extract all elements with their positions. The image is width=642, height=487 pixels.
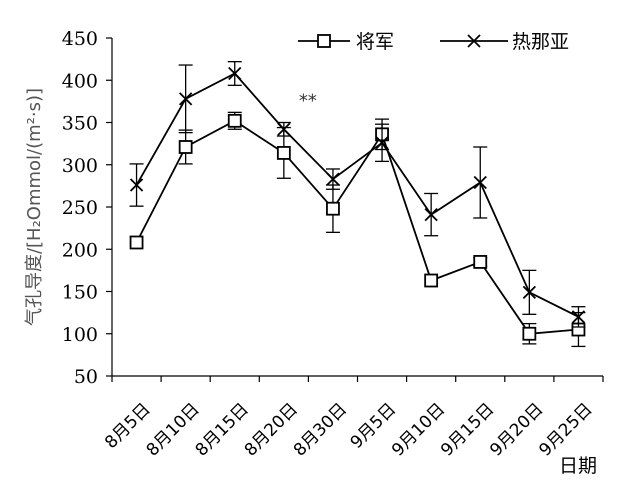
series-genoa [129,61,586,328]
data-point [179,92,193,106]
data-point [424,273,439,288]
legend-label-genoa: 热那亚 [512,31,569,53]
x-tick-label: 8月15日 [192,399,253,460]
data-point-stroke [228,66,242,81]
legend-marker-square [317,34,331,48]
data-point [228,66,242,81]
y-tick-label: 200 [62,239,98,261]
y-tick-label: 100 [62,324,98,346]
y-tick-label: 400 [62,70,98,92]
data-point [326,201,340,216]
data-point [326,172,340,186]
data-point [178,140,193,154]
data-point [129,178,144,192]
legend: 将军 热那亚 [298,31,569,53]
data-point-stroke [179,92,193,106]
x-tick-label: 8月30日 [290,399,351,460]
x-tick-label: 9月20日 [486,399,547,460]
x-tick-label: 9月10日 [388,399,449,460]
y-tick-label: 300 [62,155,98,177]
x-tick-label: 8月10日 [143,399,204,460]
y-tick-label: 350 [62,113,98,135]
legend-marker-x [467,34,481,48]
data-point-stroke [326,172,340,186]
y-tick-label: 450 [62,28,98,50]
data-point-stroke [571,310,586,324]
data-point [473,175,487,190]
data-point-stroke [473,175,487,190]
data-point-stroke [522,285,536,299]
y-tick-label: 150 [62,282,98,304]
data-point [522,326,537,341]
y-tick-label: 50 [74,366,98,388]
data-point [277,122,291,136]
y-tick-label: 250 [62,197,98,219]
legend-label-jiangjun: 将军 [356,31,394,53]
data-point-stroke [375,136,389,150]
x-tick-label: 9月15日 [437,399,498,460]
x-axis-title: 日期 [559,455,597,477]
y-axis-title: 气孔导度/[H₂Ommol/(m²·s)] [24,88,45,326]
data-point [571,310,586,324]
data-point-stroke [277,122,291,136]
data-point-stroke [424,207,438,222]
y-ticks: 50 100 150 200 250 300 350 400 450 [62,28,112,388]
data-point [375,136,389,150]
series-layer [129,61,586,348]
x-tick-label: 8月20日 [241,399,302,460]
data-point [129,235,144,250]
legend-item-genoa: 热那亚 [440,31,569,53]
x-tick-label: 9月25日 [535,399,596,460]
data-point [473,255,488,269]
series-line [135,72,579,318]
x-ticks: 8月5日8月10日8月15日8月20日8月30日9月5日9月10日9月15日9月… [101,376,604,461]
series-line [135,119,579,335]
significance-annotation: ** [299,91,317,112]
series-jiangjun [129,111,586,348]
data-point [227,113,242,128]
data-point-stroke [129,178,144,192]
legend-item-jiangjun: 将军 [298,31,394,53]
data-point [276,146,291,160]
data-point [424,207,438,222]
data-point [522,285,536,299]
